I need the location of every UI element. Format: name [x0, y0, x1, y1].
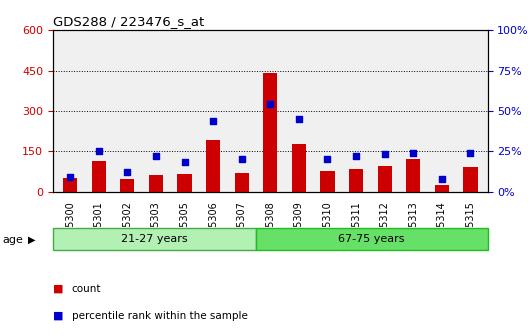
Bar [53, 228, 256, 250]
Text: percentile rank within the sample: percentile rank within the sample [72, 311, 248, 321]
Text: 67-75 years: 67-75 years [339, 235, 405, 244]
Point [237, 157, 246, 162]
Point [266, 102, 275, 107]
Point [323, 157, 332, 162]
Text: ■: ■ [53, 284, 64, 294]
Bar [235, 173, 249, 192]
Point [409, 150, 418, 156]
Point [180, 160, 189, 165]
Point [438, 176, 446, 181]
Bar [178, 174, 192, 192]
Bar [92, 161, 106, 192]
Bar [406, 159, 420, 192]
Text: ■: ■ [53, 311, 64, 321]
Point [152, 153, 160, 159]
Text: ▶: ▶ [28, 235, 35, 245]
Bar [206, 140, 220, 192]
Text: GDS288 / 223476_s_at: GDS288 / 223476_s_at [53, 15, 204, 28]
Text: age: age [3, 235, 23, 245]
Text: count: count [72, 284, 101, 294]
Bar [377, 166, 392, 192]
Point [66, 174, 74, 180]
Bar [149, 175, 163, 192]
Point [209, 118, 217, 123]
Point [352, 153, 360, 159]
Point [295, 116, 303, 122]
Point [466, 150, 475, 156]
Bar [120, 179, 135, 192]
Bar [263, 73, 277, 192]
Bar [320, 171, 334, 192]
Point [381, 152, 389, 157]
Point [94, 149, 103, 154]
Bar [292, 144, 306, 192]
Bar [256, 228, 488, 250]
Bar [435, 185, 449, 192]
Bar [349, 169, 363, 192]
Text: 21-27 years: 21-27 years [121, 235, 188, 244]
Point [123, 169, 131, 175]
Bar [463, 167, 478, 192]
Bar [63, 178, 77, 192]
